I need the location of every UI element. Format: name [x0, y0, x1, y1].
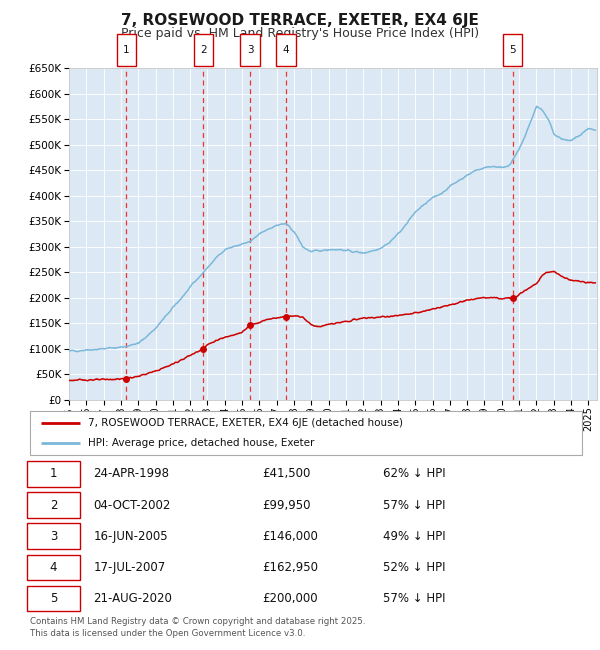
- Text: 52% ↓ HPI: 52% ↓ HPI: [383, 561, 446, 574]
- Text: 16-JUN-2005: 16-JUN-2005: [94, 530, 168, 543]
- Text: 5: 5: [50, 592, 57, 605]
- Text: Contains HM Land Registry data © Crown copyright and database right 2025.
This d: Contains HM Land Registry data © Crown c…: [30, 618, 365, 638]
- Text: 49% ↓ HPI: 49% ↓ HPI: [383, 530, 446, 543]
- Text: 62% ↓ HPI: 62% ↓ HPI: [383, 467, 446, 480]
- Text: 5: 5: [509, 46, 516, 55]
- Text: £200,000: £200,000: [262, 592, 317, 605]
- Text: 24-APR-1998: 24-APR-1998: [94, 467, 169, 480]
- Text: 2: 2: [200, 46, 206, 55]
- Text: 21-AUG-2020: 21-AUG-2020: [94, 592, 172, 605]
- Text: 3: 3: [247, 46, 253, 55]
- Text: 57% ↓ HPI: 57% ↓ HPI: [383, 499, 446, 512]
- Text: 17-JUL-2007: 17-JUL-2007: [94, 561, 166, 574]
- Text: £99,950: £99,950: [262, 499, 310, 512]
- Text: 57% ↓ HPI: 57% ↓ HPI: [383, 592, 446, 605]
- Text: HPI: Average price, detached house, Exeter: HPI: Average price, detached house, Exet…: [88, 438, 314, 448]
- FancyBboxPatch shape: [27, 492, 80, 518]
- FancyBboxPatch shape: [27, 586, 80, 612]
- Text: £146,000: £146,000: [262, 530, 318, 543]
- Text: 4: 4: [50, 561, 57, 574]
- Text: £41,500: £41,500: [262, 467, 310, 480]
- Text: 1: 1: [123, 46, 130, 55]
- Text: Price paid vs. HM Land Registry's House Price Index (HPI): Price paid vs. HM Land Registry's House …: [121, 27, 479, 40]
- FancyBboxPatch shape: [27, 461, 80, 487]
- Text: 2: 2: [50, 499, 57, 512]
- Text: 1: 1: [50, 467, 57, 480]
- FancyBboxPatch shape: [27, 523, 80, 549]
- Text: 7, ROSEWOOD TERRACE, EXETER, EX4 6JE (detached house): 7, ROSEWOOD TERRACE, EXETER, EX4 6JE (de…: [88, 418, 403, 428]
- Text: 7, ROSEWOOD TERRACE, EXETER, EX4 6JE: 7, ROSEWOOD TERRACE, EXETER, EX4 6JE: [121, 13, 479, 28]
- FancyBboxPatch shape: [30, 411, 582, 455]
- FancyBboxPatch shape: [27, 554, 80, 580]
- Text: 4: 4: [283, 46, 289, 55]
- Text: 3: 3: [50, 530, 57, 543]
- Text: 04-OCT-2002: 04-OCT-2002: [94, 499, 171, 512]
- Text: £162,950: £162,950: [262, 561, 318, 574]
